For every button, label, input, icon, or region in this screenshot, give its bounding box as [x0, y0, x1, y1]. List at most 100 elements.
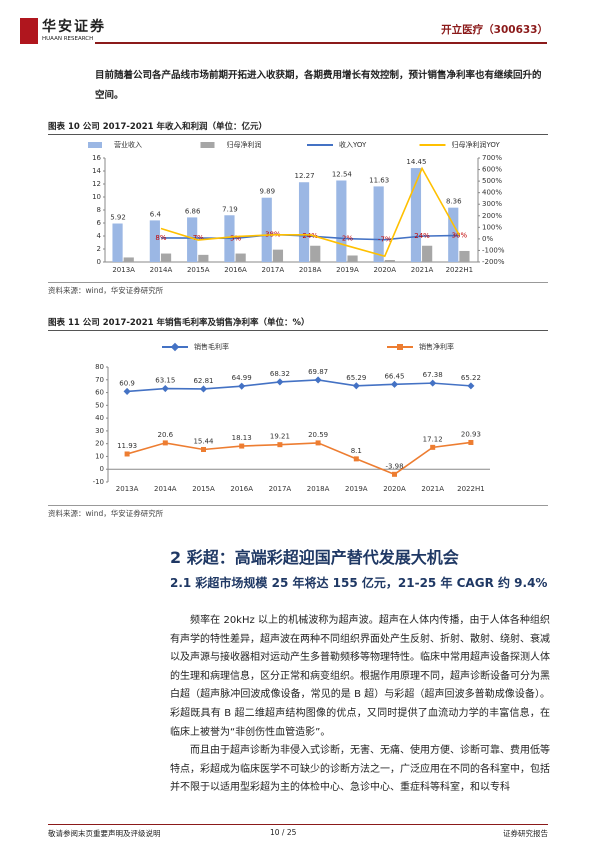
logo-sub: HUAAN RESEARCH	[42, 36, 94, 42]
data-label: 64.99	[232, 374, 252, 382]
x-tick-label: 2017A	[269, 485, 292, 493]
x-tick-label: 2014A	[154, 485, 177, 493]
data-label: 11.93	[117, 442, 137, 450]
data-label: 6.86	[185, 207, 201, 215]
y-tick-label: -10	[93, 478, 104, 486]
y-tick-label: 30	[95, 427, 104, 435]
marker	[162, 440, 168, 446]
chart: 0 2 4 6 8 10 12 14 16 -200% -100% 0% 100% 200% 300% 400…	[88, 140, 505, 274]
marker	[429, 379, 437, 387]
footer-right: 证券研究报告	[503, 829, 548, 838]
x-tick-label: 2022H1	[457, 485, 485, 493]
y-tick-label: 12	[92, 180, 101, 188]
bar	[123, 257, 134, 262]
y2-tick-label: 400%	[482, 189, 502, 197]
data-label: 5%	[230, 234, 241, 242]
bar	[198, 254, 209, 262]
marker	[390, 380, 399, 388]
legend-label: 销售毛利率	[194, 342, 229, 351]
data-label: 7.19	[222, 205, 238, 213]
data-label: 60.9	[119, 379, 135, 387]
y-tick-label: 50	[95, 401, 104, 409]
y-tick-label: 16	[92, 154, 101, 162]
bar	[410, 168, 422, 262]
chart: -10 0 10 20 30 40 50 60 70 80 2013A 2014A 2015A 2016A…	[93, 342, 490, 493]
data-label: 63.15	[155, 377, 175, 385]
data-label: 9.89	[259, 188, 275, 196]
marker	[392, 471, 397, 477]
data-label: 7%	[193, 234, 204, 242]
footer-left: 敬请参阅末页重要声明及评级说明	[48, 829, 161, 838]
marker	[239, 443, 245, 449]
rule	[48, 134, 548, 135]
data-label: 68.32	[270, 370, 290, 378]
x-tick-label: 2013A	[112, 266, 135, 274]
y2-tick-label: -200%	[482, 258, 505, 266]
legend-label: 销售净利率	[419, 342, 454, 351]
x-tick-label: 2021A	[411, 266, 434, 274]
bar	[298, 182, 310, 262]
data-label: 8.36	[446, 198, 462, 206]
data-label: 17.12	[423, 435, 443, 443]
y2-tick-label: 0%	[482, 235, 493, 243]
intro: 目前随着公司各产品线市场前期开拓进入收获期，各期费用增长有效控制，预计销售净利率…	[95, 70, 542, 101]
legend-marker	[170, 342, 180, 352]
rule	[48, 330, 548, 331]
data-label: 62.81	[193, 377, 213, 385]
figure-title: 图表 10 公司 2017-2021 年收入和利润（单位：亿元）	[48, 122, 268, 132]
y-tick-label: 0	[97, 258, 101, 266]
y2-tick-label: -100%	[482, 246, 505, 254]
header-rule	[95, 42, 547, 44]
marker	[238, 382, 246, 390]
x-tick-label: 2015A	[187, 266, 210, 274]
x-tick-label: 2022H1	[446, 266, 474, 274]
marker	[276, 378, 284, 386]
marker	[277, 442, 283, 448]
logo-text: 华安证券	[42, 19, 106, 35]
y-tick-label: 10	[92, 193, 101, 201]
y2-tick-label: 500%	[482, 177, 502, 185]
data-label: 8.1	[351, 447, 362, 455]
x-tick-label: 2021A	[421, 485, 444, 493]
bar	[384, 260, 395, 262]
y-tick-label: 60	[95, 389, 104, 397]
legend-label: 归母净利润	[227, 140, 262, 149]
x-tick-label: 2016A	[230, 485, 253, 493]
y-tick-label: 80	[95, 363, 104, 371]
rule	[48, 282, 548, 283]
paragraph: 频率在 20kHz 以上的机械波称为超声波。超声在人体内传播，由于人体各种组织有…	[170, 615, 550, 738]
y-tick-label: 40	[95, 414, 104, 422]
series-line	[160, 166, 461, 258]
y-tick-label: 20	[95, 440, 104, 448]
marker	[314, 376, 322, 384]
data-label: 12.54	[332, 170, 353, 178]
marker	[353, 456, 359, 462]
data-label: -3.98	[385, 462, 403, 470]
x-tick-label: 2020A	[383, 485, 406, 493]
x-tick-label: 2018A	[307, 485, 330, 493]
data-label: 5.92	[110, 214, 126, 222]
x-tick-label: 2013A	[116, 485, 139, 493]
data-label: 8%	[155, 234, 166, 242]
section-heading: 2 彩超：高端彩超迎国产替代发展大机会	[170, 548, 459, 567]
legend-label: 营业收入	[114, 140, 142, 149]
subheading: 2.1 彩超市场规模 25 年将达 155 亿元，21-25 年 CAGR 约 …	[170, 576, 548, 590]
data-label: 2%	[342, 235, 353, 243]
data-label: 69.87	[308, 368, 328, 376]
data-label: 65.29	[346, 374, 366, 382]
data-label: 66.45	[384, 372, 404, 380]
bar	[310, 245, 321, 262]
marker	[124, 451, 130, 457]
bar	[272, 249, 284, 262]
marker	[430, 444, 436, 450]
body: 频率在 20kHz 以上的机械波称为超声波。超声在人体内传播，由于人体各种组织有…	[170, 612, 550, 798]
series-line	[126, 441, 472, 476]
logo-icon	[20, 18, 38, 44]
paragraph: 而且由于超声诊断为非侵入式诊断，无害、无痛、使用方便、诊断可靠、费用低等特点，彩…	[170, 745, 550, 794]
bar	[160, 253, 172, 262]
data-label: 20.6	[158, 431, 174, 439]
data-label: 12.27	[295, 172, 315, 180]
bar	[459, 250, 470, 262]
data-label: 20.59	[308, 431, 328, 439]
data-label: -7%	[378, 236, 392, 244]
